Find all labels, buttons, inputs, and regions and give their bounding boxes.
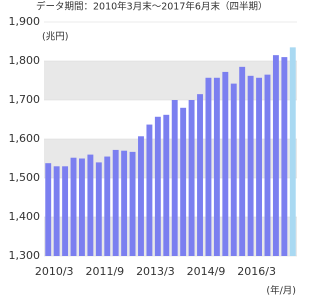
x-axis-unit: (年/月) (266, 285, 296, 297)
bar (95, 162, 102, 256)
x-tick-label: 2013/3 (136, 265, 175, 278)
bar (197, 94, 203, 257)
bar (171, 100, 178, 256)
bar (154, 116, 161, 257)
y-axis-unit: (兆円) (42, 32, 68, 43)
bar (53, 166, 60, 256)
bar (163, 114, 170, 256)
bar (87, 154, 94, 256)
y-tick-label: 1,700 (9, 93, 41, 106)
bar (70, 157, 77, 256)
y-tick-label: 1,800 (9, 54, 41, 67)
y-tick-label: 1,400 (9, 210, 41, 223)
bar (112, 149, 119, 256)
bar (281, 57, 288, 256)
grid-band (44, 139, 297, 178)
x-tick-label: 2011/9 (85, 265, 124, 278)
bar (138, 136, 144, 256)
bar (188, 100, 195, 256)
page: {"chart_data": {"type": "bar", "title": … (8, 0, 297, 297)
bar (222, 71, 229, 256)
bar (213, 77, 220, 257)
y-tick-label: 1,600 (9, 132, 41, 145)
bar (272, 55, 279, 257)
bar (247, 75, 254, 256)
chart-title: データ期間：2010年3月末～2017年6月末（四半期） (36, 1, 267, 13)
chart: データ期間：2010年3月末～2017年6月末（四半期） (兆円) (年/月) … (9, 1, 297, 297)
bar (205, 77, 212, 257)
y-tick-label: 1,900 (9, 15, 41, 28)
grid-band (44, 217, 297, 256)
bar (45, 163, 52, 256)
bar (78, 158, 85, 256)
bar (230, 83, 237, 257)
bar (129, 151, 136, 256)
bar (264, 74, 271, 257)
y-tick-label: 1,500 (9, 171, 41, 184)
bar (289, 47, 296, 256)
grid-band (44, 61, 297, 100)
x-tick-label: 2014/9 (187, 265, 226, 278)
bar (256, 77, 263, 257)
bar (62, 166, 69, 256)
x-tick-label: 2010/3 (35, 265, 74, 278)
bar (180, 107, 187, 256)
x-tick-label: 2016/3 (237, 265, 276, 278)
bar (121, 150, 128, 256)
bar (104, 156, 111, 256)
y-tick-label: 1,300 (9, 249, 41, 262)
bar (146, 124, 153, 256)
bar (239, 66, 246, 256)
